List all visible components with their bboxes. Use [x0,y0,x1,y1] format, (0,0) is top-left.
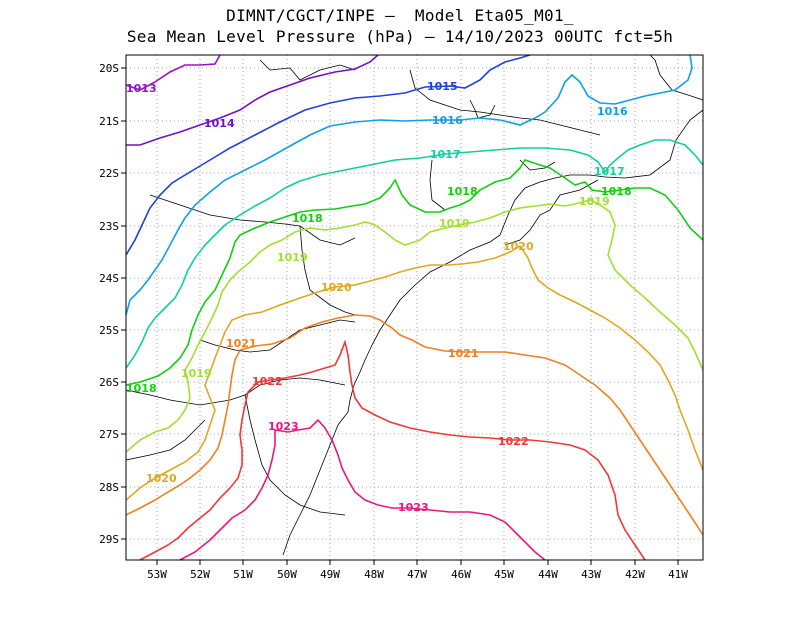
grid [126,55,703,560]
lon-label: 50W [277,568,297,581]
label-1023-a: 1023 [268,420,299,433]
lon-label: 48W [364,568,384,581]
lon-label: 47W [407,568,427,581]
label-1020-b: 1020 [321,281,352,294]
tick-marks [121,67,679,565]
label-1017-b: 1017 [594,165,625,178]
isobar-1022 [139,339,646,561]
lat-label: 23S [99,220,119,233]
isobar-1021 [125,314,704,536]
isobar-1014 [126,54,379,146]
isobar-1019 [125,199,704,453]
isobar-1015 [125,54,531,256]
label-1016-b: 1016 [597,105,628,118]
lat-label: 28S [99,481,119,494]
map-frame [125,54,704,561]
isobar-1016 [125,54,693,316]
lat-label: 25S [99,324,119,337]
label-1013: 1013 [126,82,157,95]
lon-labels: 53W 52W 51W 50W 49W 48W 47W 46W 45W 44W … [147,568,688,581]
label-1019-c: 1019 [277,251,308,264]
lat-label: 29S [99,533,119,546]
isobar-labels: 1013 1014 1015 1016 1016 1017 1017 1018 … [126,80,632,514]
isobar-1018 [125,159,704,386]
lon-label: 52W [190,568,210,581]
label-1022-a: 1022 [252,375,283,388]
label-1017-a: 1017 [430,148,461,161]
lat-label: 24S [99,272,119,285]
label-1015: 1015 [427,80,458,93]
lon-label: 44W [538,568,558,581]
label-1018-a: 1018 [292,212,323,225]
isobar-lines [125,54,704,561]
label-1019-d: 1019 [181,367,212,380]
lat-label: 20S [99,62,119,75]
label-1018-b: 1018 [447,185,478,198]
label-1019-a: 1019 [439,217,470,230]
lon-label: 51W [233,568,253,581]
lat-labels: 20S 21S 22S 23S 24S 25S 26S 27S 28S 29S [99,62,119,546]
isobar-1023 [179,418,546,561]
coastline-borders [125,54,704,556]
label-1018-c: 1018 [601,185,632,198]
lon-label: 53W [147,568,167,581]
lat-label: 21S [99,115,119,128]
isobar-1017 [125,139,704,369]
lat-label: 22S [99,167,119,180]
label-1023-b: 1023 [398,501,429,514]
title-line-2: Sea Mean Level Pressure (hPa) – 14/10/20… [126,27,674,46]
label-1020-a: 1020 [503,240,534,253]
lat-label: 26S [99,376,119,389]
label-1016-a: 1016 [432,114,463,127]
lon-label: 42W [625,568,645,581]
label-1021-a: 1021 [226,337,257,350]
label-1021-b: 1021 [448,347,479,360]
lon-label: 46W [451,568,471,581]
label-1018-d: 1018 [126,382,157,395]
title-line-1: DIMNT/CGCT/INPE – Model Eta05_M01_ [226,6,574,25]
label-1014: 1014 [204,117,235,130]
isobar-1020 [125,244,704,501]
label-1020-c: 1020 [146,472,177,485]
lon-label: 41W [668,568,688,581]
lon-label: 49W [320,568,340,581]
lon-label: 43W [581,568,601,581]
lon-label: 45W [494,568,514,581]
label-1022-b: 1022 [498,435,529,448]
label-1019-b: 1019 [579,195,610,208]
isobar-1013 [125,54,221,91]
lat-label: 27S [99,428,119,441]
